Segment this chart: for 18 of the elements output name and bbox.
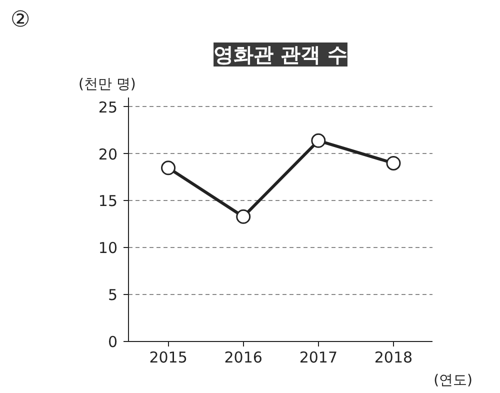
y-tick-label: 5 (108, 286, 118, 304)
point (236, 209, 251, 224)
point (386, 156, 401, 170)
y-tick-label: 15 (98, 192, 118, 210)
point (161, 160, 176, 176)
y-tick-label: 10 (98, 239, 118, 258)
chart-title: 영화관 관객 수 (214, 42, 348, 66)
y-tick-label: 0 (108, 333, 118, 351)
y-tick-label: 25 (98, 98, 118, 116)
x-axis-title: (연도) (434, 372, 473, 388)
x-tick-label: 2015 (149, 348, 188, 366)
point (311, 133, 326, 148)
x-tick-label: 2016 (224, 348, 262, 366)
y-axis-title: (천만 명) (78, 76, 136, 92)
y-tick-label: 20 (98, 145, 118, 164)
x-tick-label: 2018 (374, 348, 413, 366)
x-tick-label: 2017 (299, 348, 338, 366)
text: ② (10, 8, 30, 32)
